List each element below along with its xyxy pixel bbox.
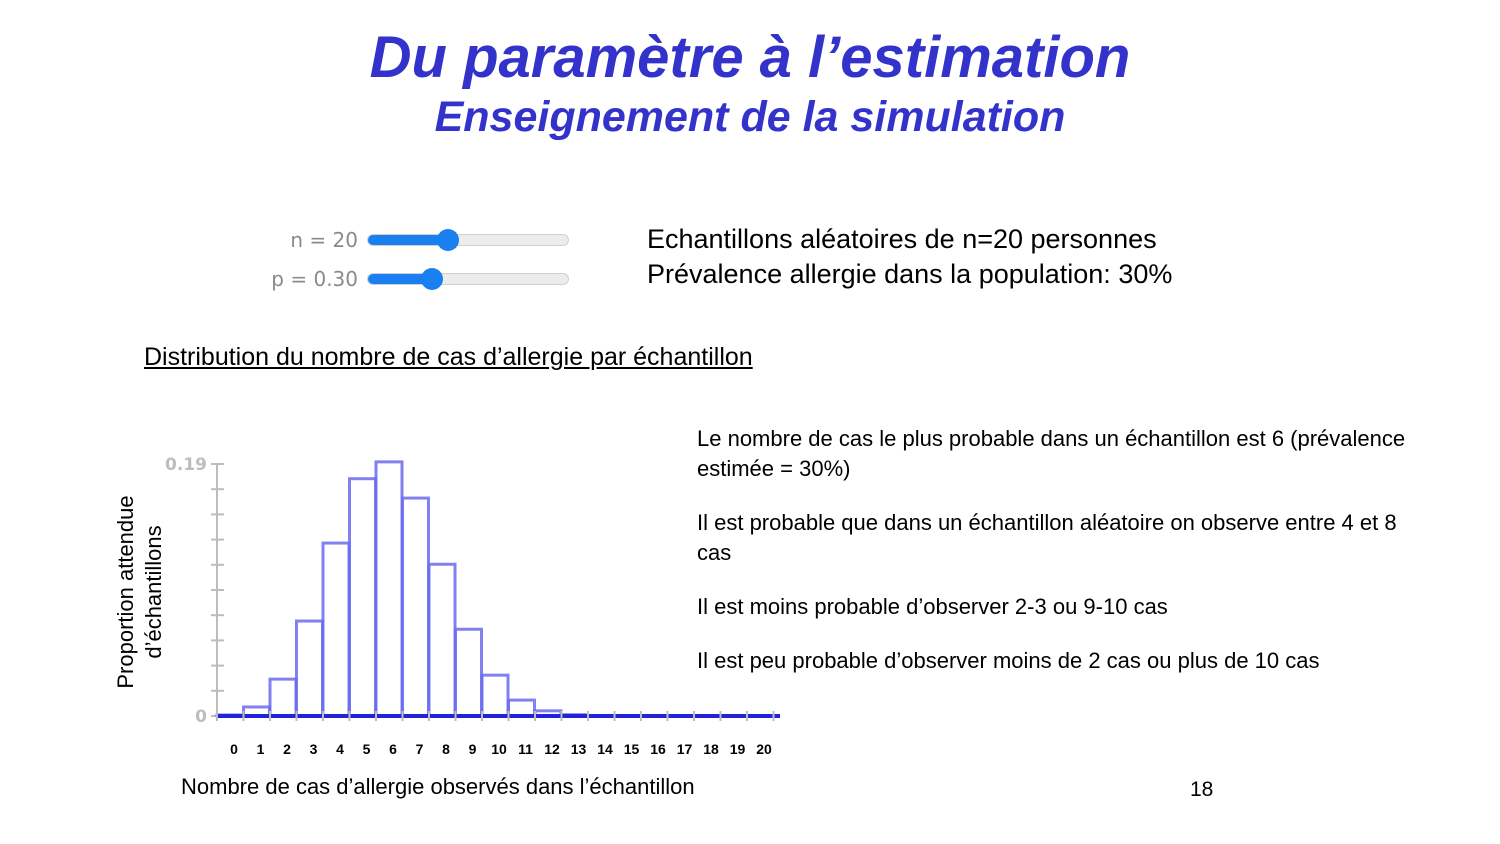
p-slider-row: p = 0.30 [250,265,580,293]
x-tick-label-2: 2 [283,741,291,757]
x-tick-label-0: 0 [230,741,238,757]
n-slider-label: n = 20 [290,228,358,252]
bar-2 [268,677,298,718]
sample-size-text: Echantillons aléatoires de n=20 personne… [647,224,1157,254]
p-slider-label: p = 0.30 [271,267,358,291]
x-tick-label-8: 8 [442,741,450,757]
x-tick-label-10: 10 [491,741,507,757]
p-slider-thumb[interactable] [421,268,443,290]
x-tick-label-3: 3 [310,741,318,757]
slide-subtitle: Enseignement de la simulation [434,93,1066,141]
bar-3 [295,619,324,718]
x-tick-label-11: 11 [518,741,533,757]
bullet-most-probable: Le nombre de cas le plus probable dans u… [697,426,1406,481]
x-tick-label-7: 7 [416,741,424,757]
x-axis-label: Nombre de cas d’allergie observés dans l… [181,774,695,799]
x-tick-label-12: 12 [544,741,560,757]
bar-11 [507,698,536,718]
n-slider-fill [368,235,448,245]
x-tick-label-13: 13 [571,741,587,757]
bar-9 [454,627,483,718]
n-slider-row: n = 20 [250,226,580,254]
bullet-less-probable: Il est moins probable d’observer 2-3 ou … [697,594,1168,619]
x-tick-label-5: 5 [363,741,371,757]
x-tick-label-16: 16 [650,741,666,757]
x-tick-label-18: 18 [703,741,719,757]
x-tick-label-20: 20 [756,741,772,757]
x-tick-label-1: 1 [257,741,265,757]
section-heading: Distribution du nombre de cas d’allergie… [144,343,753,371]
page-number: 18 [1190,778,1214,801]
y-tick-label: 0.19 [165,455,207,475]
x-tick-label-14: 14 [597,741,613,757]
bar-4 [321,541,351,718]
bar-6 [374,460,404,718]
x-tick-label-4: 4 [336,741,344,757]
bullet-probable-range: Il est probable que dans un échantillon … [697,510,1397,565]
bullet-unlikely: Il est peu probable d’observer moins de … [697,648,1320,673]
bar-5 [348,477,377,718]
y-tick-label: 0 [195,707,207,727]
interpretation-list: Le nombre de cas le plus probable dans u… [697,424,1427,700]
prevalence-text: Prévalence allergie dans la population: … [647,259,1173,289]
x-tick-label-6: 6 [389,741,397,757]
slide-title: Du paramètre à l’estimation [369,25,1131,90]
p-slider[interactable] [367,268,569,290]
x-tick-label-19: 19 [730,741,746,757]
bar-7 [401,496,430,718]
x-tick-label-17: 17 [677,741,693,757]
x-tick-label-15: 15 [624,741,640,757]
bar-8 [427,562,457,718]
x-tick-label-9: 9 [469,741,477,757]
n-slider-thumb[interactable] [437,229,459,251]
n-slider[interactable] [367,229,569,251]
bar-10 [480,673,510,718]
p-slider-fill [368,274,432,284]
